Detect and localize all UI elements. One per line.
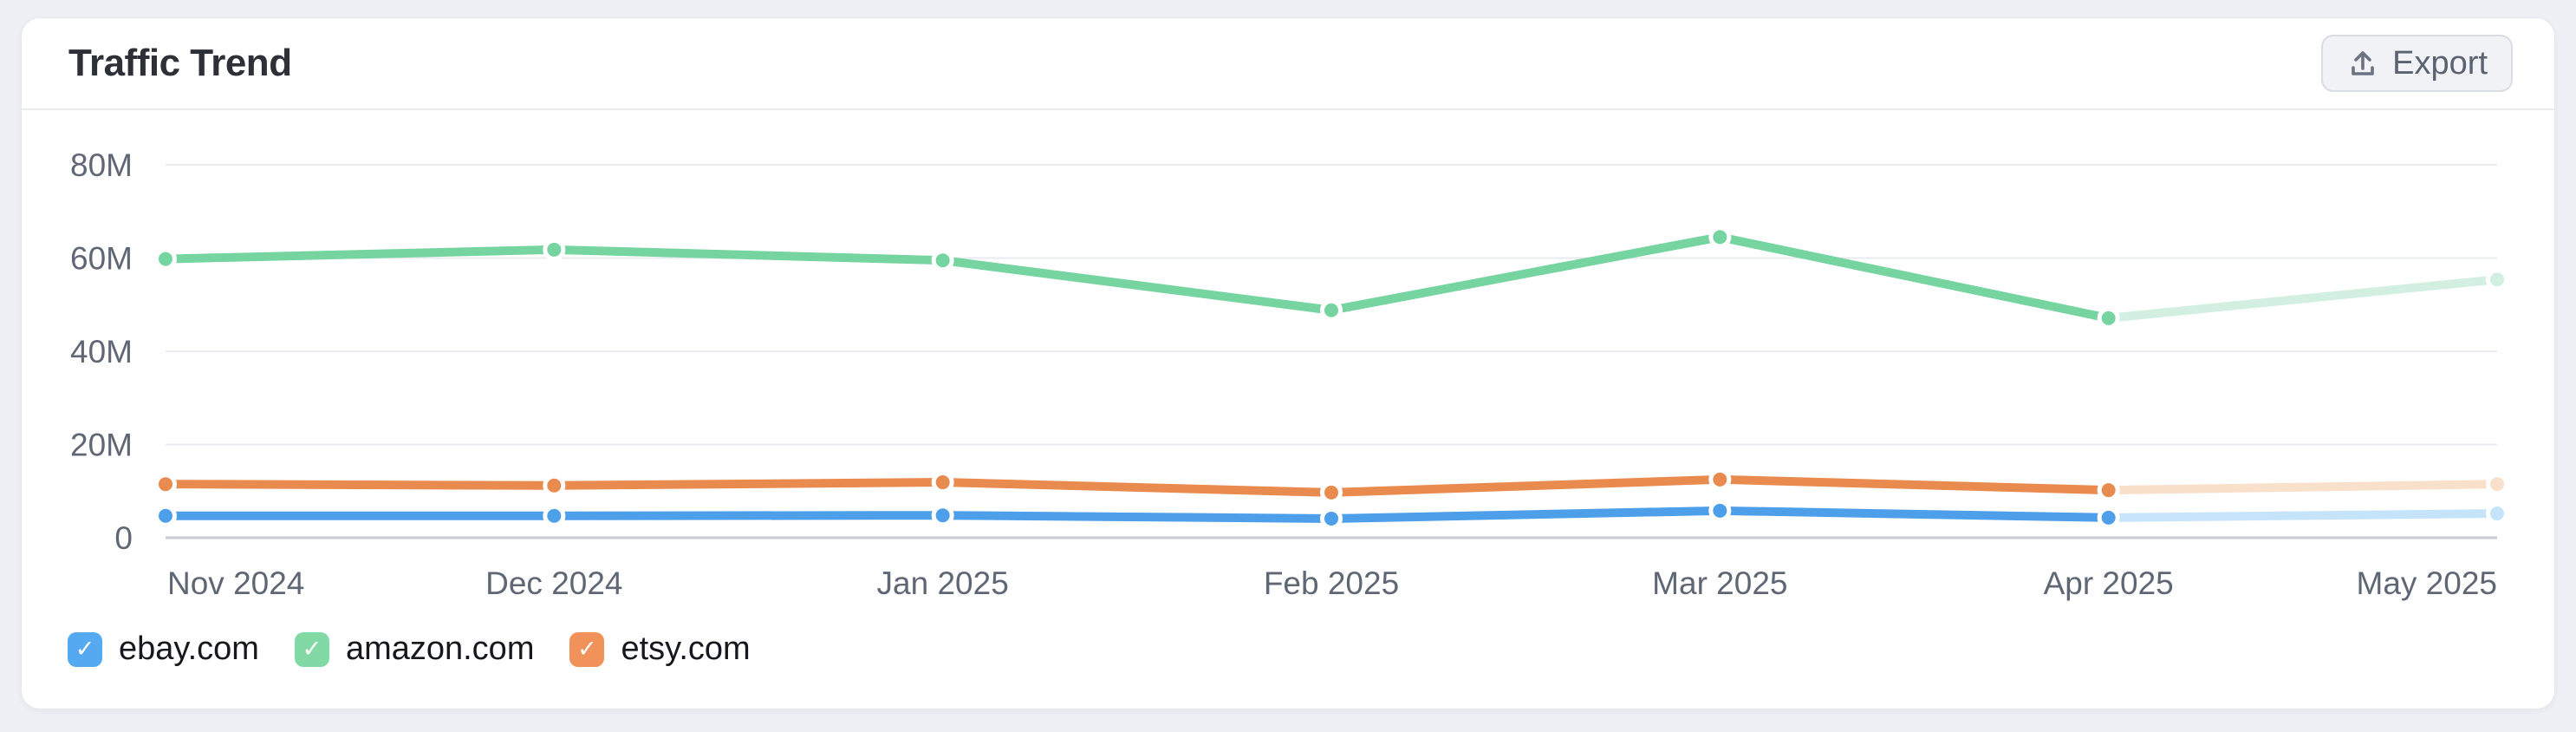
svg-text:May 2025: May 2025 (2357, 565, 2498, 601)
legend-item-amazon[interactable]: ✓ amazon.com (294, 631, 535, 668)
card-header: Traffic Trend Export (22, 18, 2554, 110)
legend-item-ebay[interactable]: ✓ ebay.com (68, 631, 259, 668)
svg-text:Nov 2024: Nov 2024 (167, 565, 304, 601)
svg-text:80M: 80M (70, 147, 133, 183)
svg-text:40M: 40M (70, 334, 133, 369)
legend-label-amazon: amazon.com (345, 631, 535, 667)
svg-text:60M: 60M (70, 241, 133, 277)
trend-chart-canvas[interactable]: 80M 60M 40M 20M 0 Nov 2024 Dec 2024 Jan 2025 Feb… (22, 108, 2556, 611)
ebay-checkbox[interactable]: ✓ (68, 631, 102, 667)
svg-text:Jan 2025: Jan 2025 (877, 565, 1009, 601)
etsy-checkbox[interactable]: ✓ (569, 631, 605, 667)
svg-text:0: 0 (114, 520, 133, 556)
legend-label-etsy: etsy.com (621, 631, 751, 667)
amazon-checkbox[interactable]: ✓ (294, 631, 329, 667)
legend-label-ebay: ebay.com (119, 631, 259, 667)
svg-text:Feb 2025: Feb 2025 (1264, 565, 1399, 601)
legend-item-etsy[interactable]: ✓ etsy.com (569, 631, 751, 668)
export-button[interactable]: Export (2321, 35, 2513, 92)
svg-text:20M: 20M (70, 428, 133, 463)
upload-icon (2346, 47, 2379, 80)
svg-text:Mar 2025: Mar 2025 (1652, 565, 1787, 601)
export-button-label: Export (2392, 44, 2488, 82)
page-title: Traffic Trend (68, 42, 292, 84)
traffic-trend-card: Traffic Trend Export 80M 60M 40M 20M 0 Nov 20… (21, 17, 2555, 709)
svg-text:Dec 2024: Dec 2024 (485, 565, 622, 601)
chart-legend: ✓ ebay.com ✓ amazon.com ✓ etsy.com (68, 631, 751, 668)
svg-text:Apr 2025: Apr 2025 (2044, 565, 2174, 601)
